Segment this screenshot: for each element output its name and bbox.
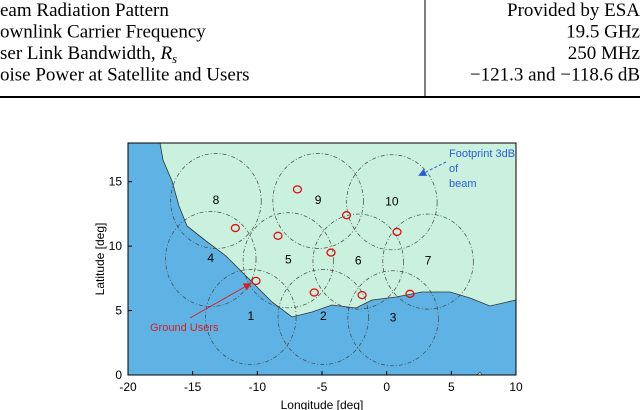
ground-user bbox=[392, 227, 402, 237]
row-value: 19.5 GHz bbox=[566, 22, 640, 43]
map-figure: 1 2 3 4 5 6 7 8 9 10 Footprint 3dB of beam Ground… bbox=[93, 142, 517, 410]
row-label-text: eam Radiation Pattern bbox=[0, 0, 169, 21]
users-annotation: Ground Users bbox=[150, 322, 219, 334]
ground-user bbox=[230, 223, 240, 233]
ground-user bbox=[273, 231, 283, 240]
footprint-annotation: Footprint 3dB bbox=[449, 148, 515, 160]
beam-footprint bbox=[242, 212, 334, 309]
ground-user bbox=[405, 289, 415, 298]
beam-footprint bbox=[347, 270, 439, 367]
y-tick-label: 0 bbox=[115, 368, 122, 382]
beam-label: 2 bbox=[320, 309, 327, 323]
beam-label: 9 bbox=[315, 193, 322, 207]
island bbox=[476, 371, 483, 375]
beam-footprint bbox=[382, 213, 474, 310]
row-value: −121.3 and −118.6 dB bbox=[470, 65, 640, 86]
beam-footprint bbox=[277, 269, 369, 365]
row-value: Provided by ESA bbox=[507, 0, 640, 21]
y-axis-label: Latitude [deg] bbox=[93, 223, 107, 296]
x-tick-label: -15 bbox=[184, 380, 202, 394]
row-label-text: oise Power at Satellite and Users bbox=[0, 65, 250, 86]
ground-user bbox=[251, 276, 261, 286]
row-label: ser Link Bandwidth, Rs bbox=[0, 43, 177, 66]
ground-user bbox=[341, 211, 352, 220]
x-tick-label: 0 bbox=[383, 380, 390, 394]
ground-user bbox=[326, 248, 336, 257]
beam-label: 1 bbox=[248, 309, 255, 323]
beam-footprint bbox=[346, 154, 438, 251]
x-tick-label: 10 bbox=[509, 380, 523, 394]
beam-label: 3 bbox=[390, 310, 397, 324]
x-tick-label: 5 bbox=[448, 380, 455, 394]
ground-user bbox=[357, 290, 367, 300]
beam-label: 5 bbox=[285, 252, 292, 266]
row-symbol: R bbox=[159, 43, 172, 64]
beam-label: 8 bbox=[213, 193, 220, 207]
beam-footprint bbox=[205, 269, 297, 365]
x-axis-label: Longitude [deg] bbox=[281, 398, 364, 410]
beam-label: 10 bbox=[385, 194, 399, 208]
land-group bbox=[159, 143, 516, 375]
parameter-table: eam Radiation Pattern Provided by ESA ownl… bbox=[0, 0, 640, 98]
beam-footprint bbox=[272, 153, 364, 249]
row-subscript: s bbox=[172, 51, 177, 66]
row-label-text: ser Link Bandwidth, bbox=[0, 43, 160, 64]
beam-label: 7 bbox=[425, 254, 432, 268]
x-tick-label: -5 bbox=[317, 380, 328, 394]
row-label: oise Power at Satellite and Users bbox=[0, 65, 250, 86]
x-tick-label: -10 bbox=[249, 380, 267, 394]
footprint-annotation: of bbox=[449, 163, 459, 175]
beam-footprint bbox=[312, 213, 404, 310]
plot-area: 1 2 3 4 5 6 7 8 9 10 bbox=[165, 153, 474, 367]
beam-label: 6 bbox=[355, 254, 362, 268]
y-tick-label: 10 bbox=[109, 239, 123, 253]
y-tick-label: 15 bbox=[109, 175, 123, 189]
row-label: eam Radiation Pattern bbox=[0, 0, 169, 21]
users-arrow bbox=[189, 283, 252, 319]
row-value: 250 MHz bbox=[568, 43, 640, 64]
beam-label: 4 bbox=[207, 251, 214, 265]
x-tick-label: -20 bbox=[119, 380, 137, 394]
footprint-annotation: beam bbox=[449, 178, 477, 190]
beam-footprint bbox=[170, 153, 262, 249]
row-label-text: ownlink Carrier Frequency bbox=[0, 22, 206, 43]
ground-user bbox=[292, 185, 303, 194]
row-label: ownlink Carrier Frequency bbox=[0, 22, 206, 43]
land bbox=[159, 143, 516, 318]
ground-user bbox=[309, 288, 319, 297]
y-tick-label: 5 bbox=[115, 304, 122, 318]
